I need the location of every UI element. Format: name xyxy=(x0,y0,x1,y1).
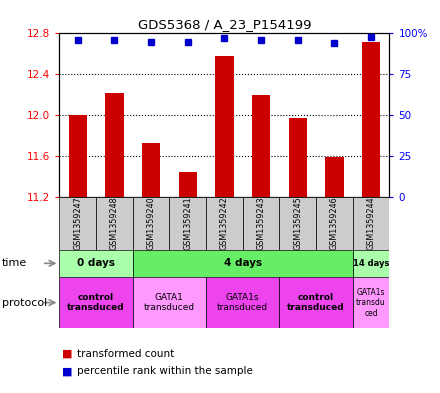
Text: GSM1359240: GSM1359240 xyxy=(147,196,156,250)
Text: control
transduced: control transduced xyxy=(67,293,125,312)
Text: GSM1359241: GSM1359241 xyxy=(183,196,192,250)
Text: GATA1s
transduced: GATA1s transduced xyxy=(217,293,268,312)
Text: GSM1359248: GSM1359248 xyxy=(110,196,119,250)
Bar xyxy=(215,56,234,196)
Text: ■: ■ xyxy=(62,366,72,376)
Bar xyxy=(59,196,96,250)
Text: percentile rank within the sample: percentile rank within the sample xyxy=(77,366,253,376)
Bar xyxy=(206,277,279,328)
Text: GSM1359246: GSM1359246 xyxy=(330,196,339,250)
Text: GSM1359242: GSM1359242 xyxy=(220,196,229,250)
Bar xyxy=(133,196,169,250)
Bar xyxy=(59,250,133,277)
Bar xyxy=(289,118,307,196)
Text: 0 days: 0 days xyxy=(77,258,115,268)
Text: ■: ■ xyxy=(62,349,72,359)
Title: GDS5368 / A_23_P154199: GDS5368 / A_23_P154199 xyxy=(138,18,311,31)
Bar xyxy=(325,157,344,196)
Bar xyxy=(179,172,197,196)
Bar xyxy=(105,92,124,196)
Text: GSM1359243: GSM1359243 xyxy=(257,196,266,250)
Bar xyxy=(353,196,389,250)
Text: protocol: protocol xyxy=(2,298,48,308)
Bar xyxy=(279,196,316,250)
Bar xyxy=(69,115,87,196)
Text: time: time xyxy=(2,258,27,268)
Text: GSM1359247: GSM1359247 xyxy=(73,196,82,250)
Bar xyxy=(279,277,353,328)
Bar xyxy=(169,196,206,250)
Bar xyxy=(316,196,353,250)
Text: GATA1
transduced: GATA1 transduced xyxy=(144,293,195,312)
Text: 4 days: 4 days xyxy=(224,258,262,268)
Text: GSM1359244: GSM1359244 xyxy=(367,196,376,250)
Text: transformed count: transformed count xyxy=(77,349,174,359)
Bar xyxy=(243,196,279,250)
Bar xyxy=(96,196,133,250)
Bar xyxy=(133,277,206,328)
Bar xyxy=(353,250,389,277)
Bar xyxy=(353,277,389,328)
Text: GATA1s
transdu
ced: GATA1s transdu ced xyxy=(356,288,386,318)
Text: 14 days: 14 days xyxy=(353,259,389,268)
Bar xyxy=(133,250,353,277)
Bar xyxy=(252,95,270,196)
Bar xyxy=(362,42,380,196)
Text: GSM1359245: GSM1359245 xyxy=(293,196,302,250)
Text: control
transduced: control transduced xyxy=(287,293,345,312)
Bar xyxy=(142,143,160,196)
Bar xyxy=(206,196,243,250)
Bar xyxy=(59,277,133,328)
